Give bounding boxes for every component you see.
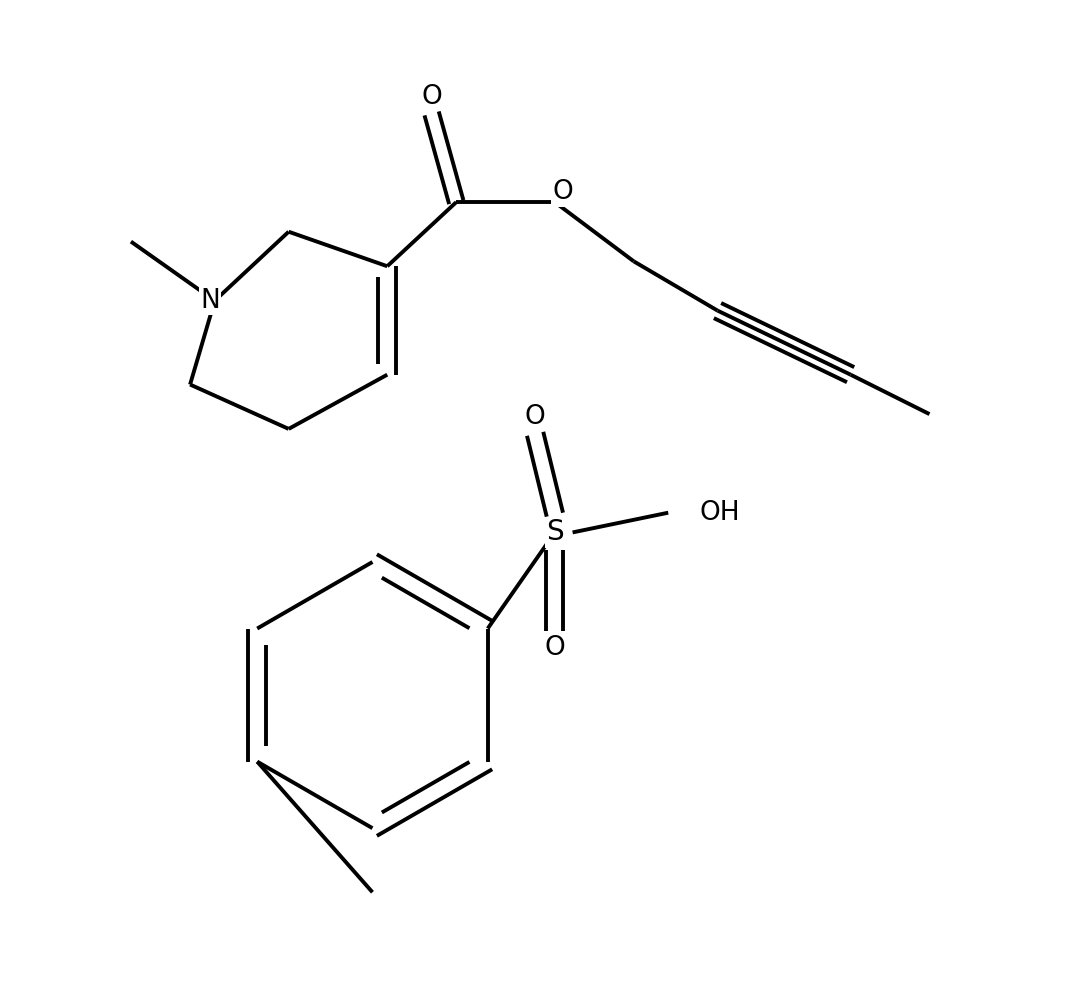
Text: S: S: [546, 518, 564, 547]
Text: OH: OH: [700, 499, 741, 526]
Text: O: O: [544, 635, 565, 661]
Text: O: O: [552, 179, 573, 205]
Text: O: O: [421, 84, 442, 110]
Text: N: N: [200, 288, 220, 314]
Text: O: O: [525, 404, 546, 431]
